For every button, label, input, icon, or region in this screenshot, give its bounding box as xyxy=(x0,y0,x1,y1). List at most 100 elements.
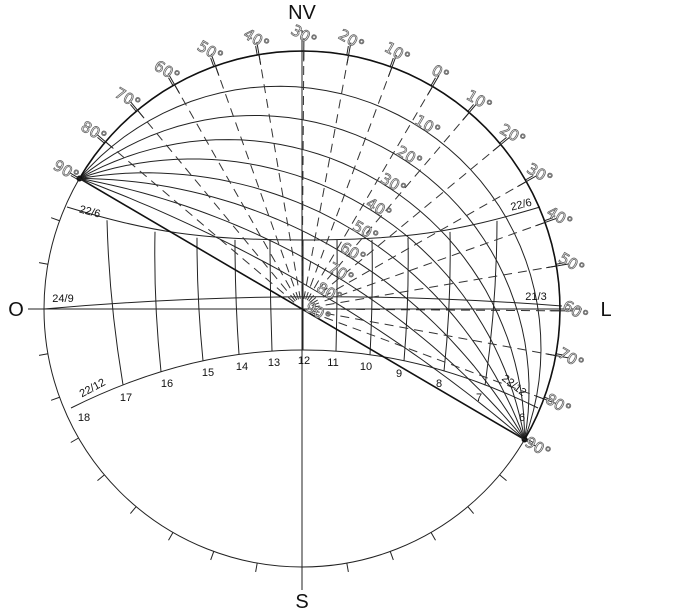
horizon-tick xyxy=(346,45,349,56)
horizon-tick xyxy=(389,57,394,67)
azimuth-tick xyxy=(256,41,262,65)
horizon-tick xyxy=(70,437,79,443)
azimuth-tick xyxy=(517,174,538,188)
azimuth-label: 60° xyxy=(559,296,591,325)
azimuth-tick xyxy=(535,217,558,227)
horizon-tick xyxy=(129,104,137,112)
horizon-tick xyxy=(544,396,554,401)
hour-line xyxy=(234,239,240,355)
hour-label: 7 xyxy=(476,392,482,404)
azimuth-tick xyxy=(95,133,114,149)
horizon-tick xyxy=(255,562,258,573)
horizon-tick xyxy=(346,562,349,573)
azimuth-label: 40° xyxy=(544,203,576,232)
protractor-diameter xyxy=(79,177,525,441)
hour-label: 16 xyxy=(161,378,173,390)
hour-label: 14 xyxy=(236,361,248,373)
azimuth-label: 10° xyxy=(381,38,413,67)
hour-labels: 18 17 16 15 14 13 12 11 10 9 8 7 6 xyxy=(78,355,525,424)
azimuth-label: 60° xyxy=(151,57,183,86)
azimuth-dashed-line xyxy=(309,144,502,303)
azimuth-tick xyxy=(210,53,220,76)
azimuth-label: 0° xyxy=(428,61,452,85)
hour-label: 9 xyxy=(396,368,402,380)
horizon-tick xyxy=(38,262,49,265)
shadow-angle-label: 20° xyxy=(393,142,425,171)
azimuth-tick xyxy=(533,394,557,404)
hour-label: 6 xyxy=(519,412,525,424)
label-date-21-3: 21/3 xyxy=(525,291,546,303)
azimuth-tick xyxy=(545,353,569,359)
hour-label: 15 xyxy=(202,367,214,379)
azimuth-dashed-line xyxy=(258,54,301,299)
azimuth-tick xyxy=(426,75,440,96)
azimuth-tick xyxy=(346,42,352,66)
horizon-tick xyxy=(97,474,105,482)
azimuth-dashed-line xyxy=(301,51,305,299)
horizon-tick xyxy=(555,353,566,356)
azimuth-dashed-line xyxy=(214,65,300,300)
date-curve-22-12 xyxy=(70,349,539,409)
azimuth-tick xyxy=(387,54,397,78)
azimuth-dashed-line xyxy=(311,312,544,400)
label-date-22-6-right: 22/6 xyxy=(509,197,533,214)
label-west: O xyxy=(8,299,24,321)
azimuth-dashed-line xyxy=(311,221,546,307)
label-date-22-6-left: 22/6 xyxy=(78,204,102,221)
azimuth-label: 30° xyxy=(524,159,556,188)
azimuth-dashed-line xyxy=(137,109,296,302)
horizon-tick xyxy=(38,353,49,356)
horizon-tick xyxy=(525,175,534,181)
horizon-tick xyxy=(467,104,475,112)
azimuth-dashed-line xyxy=(174,84,298,301)
azimuth-dashed-line xyxy=(312,310,556,357)
azimuth-dashed-line xyxy=(303,55,350,299)
azimuth-tick xyxy=(462,102,478,121)
azimuth-tick xyxy=(128,99,145,119)
shadow-angle-label: 10° xyxy=(411,111,443,140)
hour-line xyxy=(106,220,124,385)
horizon-tick xyxy=(168,77,174,86)
azimuth-tick xyxy=(515,433,536,447)
azimuth-dashed-line xyxy=(305,67,393,300)
azimuth-label: 30° xyxy=(288,21,320,50)
azimuth-dashed-line xyxy=(306,86,433,301)
horizon-tick xyxy=(50,396,60,401)
azimuth-label: 20° xyxy=(335,26,367,55)
shadow-angle-label: 30° xyxy=(377,169,409,198)
horizon-tick xyxy=(210,57,215,67)
hour-label: 18 xyxy=(78,412,90,424)
hour-line xyxy=(269,239,273,352)
shadow-angle-arc xyxy=(79,85,542,440)
azimuth-dashed-line xyxy=(105,141,295,303)
azimuth-dashed-line xyxy=(308,112,470,302)
azimuth-tick xyxy=(492,135,512,152)
label-east: L xyxy=(600,299,611,321)
label-date-24-9: 24/9 xyxy=(52,293,73,305)
horizon-tick xyxy=(430,77,436,86)
horizon-tick xyxy=(129,506,137,514)
hour-label: 17 xyxy=(120,392,132,404)
hour-label: 12 xyxy=(298,355,310,367)
azimuth-dashed-line xyxy=(312,308,560,312)
horizon-tick xyxy=(210,551,215,561)
hour-label: 11 xyxy=(327,357,338,369)
horizon-tick xyxy=(389,551,394,561)
azimuth-tick xyxy=(167,73,181,94)
azimuth-label: 40° xyxy=(240,25,272,54)
hour-line xyxy=(196,237,204,361)
label-date-22-12-left: 22/12 xyxy=(78,377,108,401)
hour-label: 8 xyxy=(436,378,442,390)
horizon-tick xyxy=(255,45,258,56)
shadow-angle-label: 40° xyxy=(363,194,395,223)
hour-line xyxy=(443,231,451,372)
horizon-tick xyxy=(50,217,60,222)
horizon-tick xyxy=(499,474,507,482)
label-north: NV xyxy=(288,2,316,24)
azimuth-dashed-line xyxy=(310,181,527,305)
horizon-tick xyxy=(168,532,174,541)
horizon-tick xyxy=(499,136,507,144)
hour-label: 10 xyxy=(360,361,372,373)
azimuth-label: 50° xyxy=(556,249,588,278)
